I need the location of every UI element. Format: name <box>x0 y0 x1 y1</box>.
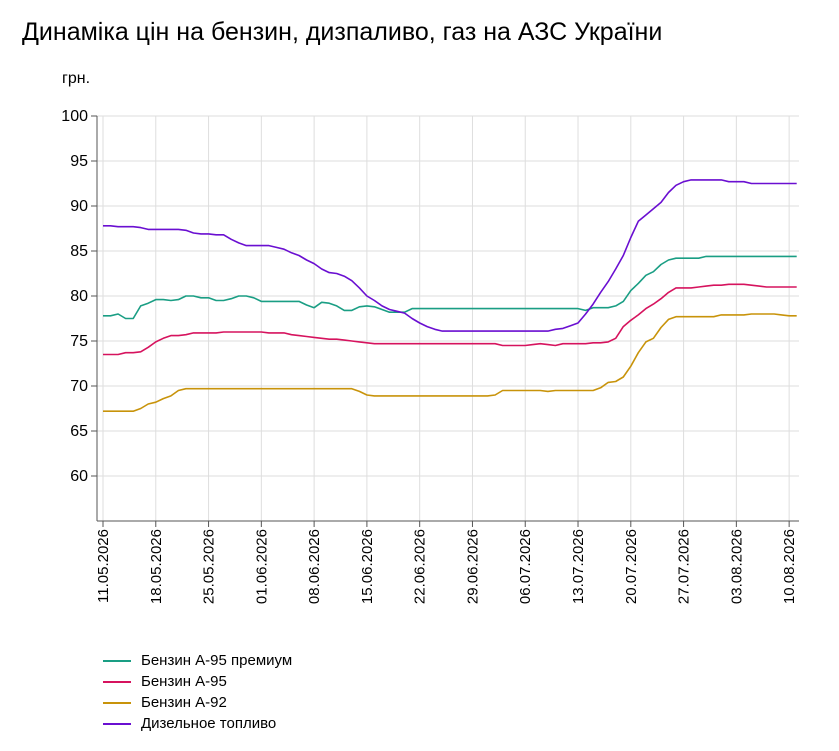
series-line-2 <box>103 313 797 413</box>
y-tick-label: 85 <box>70 243 88 260</box>
legend-item-a95: Бензин А-95 <box>103 671 292 692</box>
x-tick-label: 18.05.2026 <box>148 529 165 604</box>
legend: Бензин А-95 премиум Бензин А-95 Бензин А… <box>103 650 292 734</box>
x-tick-label: 15.06.2026 <box>359 529 376 604</box>
y-tick-label: 70 <box>70 378 88 395</box>
x-tick-label: 27.07.2026 <box>676 529 693 604</box>
y-axis: 60 65 70 75 80 85 90 95 100 <box>61 108 98 521</box>
legend-item-a92: Бензин А-92 <box>103 692 292 713</box>
series-line-3 <box>103 179 797 332</box>
legend-swatch <box>103 722 131 725</box>
legend-label: Бензин А-95 премиум <box>141 652 293 669</box>
x-tick-label: 25.05.2026 <box>201 529 218 604</box>
series-lines <box>103 179 797 413</box>
chart-title: Динаміка цін на бензин, дизпаливо, газ н… <box>22 18 663 46</box>
x-tick-label: 03.08.2026 <box>728 529 745 604</box>
x-tick-label: 01.06.2026 <box>253 529 270 604</box>
legend-swatch <box>103 701 131 704</box>
legend-label: Бензин А-95 <box>141 673 227 690</box>
x-tick-label: 22.06.2026 <box>412 529 429 604</box>
x-tick-label: 10.08.2026 <box>781 529 798 604</box>
y-tick-label: 95 <box>70 153 88 170</box>
legend-label: Дизельное топливо <box>141 715 277 732</box>
legend-label: Бензин А-92 <box>141 694 227 711</box>
grid <box>97 115 799 521</box>
x-tick-label: 11.05.2026 <box>95 529 112 603</box>
series-line-0 <box>103 255 797 320</box>
legend-swatch <box>103 659 131 662</box>
y-tick-label: 65 <box>70 423 88 440</box>
y-axis-unit-label: грн. <box>62 70 91 87</box>
x-tick-label: 13.07.2026 <box>570 529 587 604</box>
legend-item-diesel: Дизельное топливо <box>103 713 292 734</box>
x-tick-label: 08.06.2026 <box>306 529 323 604</box>
x-tick-label: 06.07.2026 <box>517 529 534 604</box>
series-line-1 <box>103 283 797 356</box>
x-axis: 11.05.2026 18.05.2026 25.05.2026 01.06.2026… <box>95 520 799 604</box>
y-tick-label: 90 <box>70 198 88 215</box>
y-tick-label: 60 <box>70 468 88 485</box>
x-tick-label: 20.07.2026 <box>623 529 640 604</box>
y-tick-label: 100 <box>61 108 88 125</box>
x-tick-label: 29.06.2026 <box>464 529 481 604</box>
y-tick-label: 75 <box>70 333 88 350</box>
y-tick-label: 80 <box>70 288 88 305</box>
legend-item-a95-premium: Бензин А-95 премиум <box>103 650 292 671</box>
legend-swatch <box>103 680 131 683</box>
